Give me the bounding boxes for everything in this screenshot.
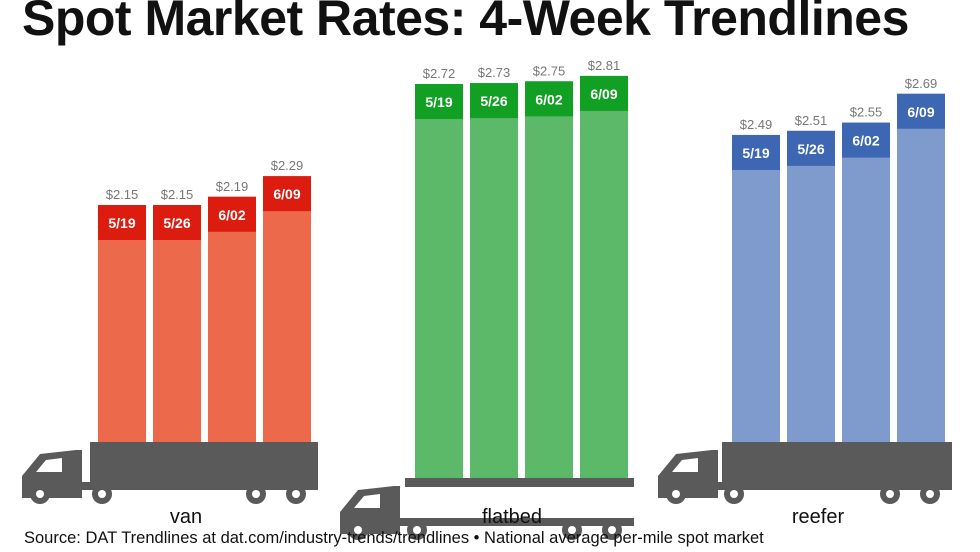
van-value-label: $2.19 <box>216 179 249 194</box>
flatbed-date-box-6/02 <box>525 81 573 117</box>
reefer-date-label: 5/26 <box>797 141 824 157</box>
van-date-box-5/26 <box>153 205 201 240</box>
reefer-bar-5/26 <box>787 130 835 442</box>
van-date-label: 5/26 <box>163 215 190 231</box>
van-bar-6/02 <box>208 196 256 442</box>
flatbed-date-label: 5/19 <box>425 94 452 110</box>
reefer-date-label: 5/19 <box>742 145 769 161</box>
van-value-label: $2.29 <box>271 158 304 173</box>
flatbed-wheel-hub-icon <box>354 526 362 534</box>
flatbed-bar-6/02 <box>525 81 573 479</box>
van-date-box-6/02 <box>208 196 256 232</box>
flatbed-truck-chassis <box>376 518 634 526</box>
reefer-value-label: $2.55 <box>850 105 883 120</box>
reefer-wheel-hub-icon <box>672 490 680 498</box>
van-truck-window-icon <box>36 458 62 472</box>
flatbed-flatbed-deck <box>405 478 634 487</box>
van-wheel-hub-icon <box>292 490 300 498</box>
van-truck-chassis <box>58 482 318 490</box>
van-bar-5/26 <box>153 205 201 442</box>
reefer-date-box-5/19 <box>732 134 780 170</box>
flatbed-date-label: 5/26 <box>480 93 507 109</box>
reefer-truck-chassis <box>694 482 952 490</box>
reefer-wheel-hub-icon <box>730 490 738 498</box>
van-group-label: van <box>170 506 202 528</box>
flatbed-date-box-5/26 <box>470 83 518 119</box>
reefer-bar-5/19 <box>732 134 780 442</box>
van-wheel-hub-icon <box>252 490 260 498</box>
reefer-wheel-hub-icon <box>886 490 894 498</box>
flatbed-group-label: flatbed <box>482 506 542 528</box>
reefer-wheel-hub-icon <box>926 490 934 498</box>
van-bar-6/09 <box>263 176 311 442</box>
reefer-group-label: reefer <box>792 506 845 528</box>
flatbed-value-label: $2.75 <box>533 63 566 78</box>
van-bar-5/19 <box>98 205 146 442</box>
van-trailer <box>90 442 318 484</box>
reefer-value-label: $2.69 <box>905 76 938 91</box>
van-date-box-6/09 <box>263 176 311 212</box>
reefer-date-box-6/02 <box>842 122 890 158</box>
source-note: Source: DAT Trendlines at dat.com/indust… <box>24 529 764 547</box>
reefer-date-label: 6/02 <box>852 133 879 149</box>
flatbed-wheel-hub-icon <box>608 526 616 534</box>
van-date-box-5/19 <box>98 205 146 240</box>
van-date-label: 6/09 <box>273 186 300 202</box>
van-wheel-hub-icon <box>98 490 106 498</box>
flatbed-value-label: $2.73 <box>478 65 511 80</box>
flatbed-date-label: 6/02 <box>535 91 562 107</box>
flatbed-bar-5/19 <box>415 84 463 478</box>
flatbed-bar-6/09 <box>580 75 628 479</box>
van-wheel-hub-icon <box>36 490 44 498</box>
reefer-trailer <box>722 442 952 484</box>
reefer-bar-6/02 <box>842 122 890 442</box>
flatbed-truck-window-icon <box>354 494 380 508</box>
reefer-date-box-5/26 <box>787 130 835 166</box>
van-date-label: 6/02 <box>218 207 245 223</box>
reefer-bar-6/09 <box>897 93 945 442</box>
reefer-value-label: $2.51 <box>795 113 828 128</box>
flatbed-date-box-5/19 <box>415 84 463 119</box>
van-value-label: $2.15 <box>161 187 194 202</box>
reefer-value-label: $2.49 <box>740 117 773 132</box>
flatbed-bar-5/26 <box>470 83 518 478</box>
flatbed-value-label: $2.81 <box>588 58 621 73</box>
reefer-date-label: 6/09 <box>907 104 934 120</box>
flatbed-value-label: $2.72 <box>423 66 456 81</box>
flatbed-wheel-hub-icon <box>568 526 576 534</box>
reefer-date-box-6/09 <box>897 93 945 129</box>
chart-title: Spot Market Rates: 4-Week Trendlines <box>22 0 909 46</box>
flatbed-wheel-hub-icon <box>413 526 421 534</box>
flatbed-date-box-6/09 <box>580 75 628 111</box>
van-value-label: $2.15 <box>106 187 139 202</box>
flatbed-date-label: 6/09 <box>590 86 617 102</box>
reefer-truck-window-icon <box>672 458 698 472</box>
van-date-label: 5/19 <box>108 215 135 231</box>
